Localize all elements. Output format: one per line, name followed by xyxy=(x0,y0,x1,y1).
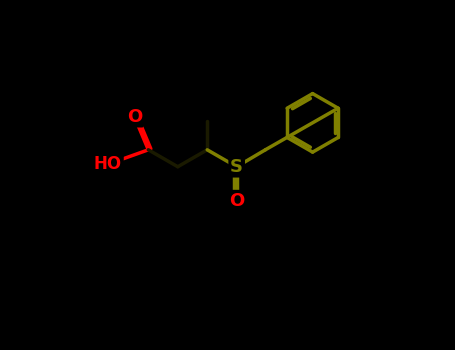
Text: S: S xyxy=(230,158,243,176)
Text: HO: HO xyxy=(94,155,122,173)
Text: O: O xyxy=(127,108,142,126)
Text: O: O xyxy=(229,191,244,210)
